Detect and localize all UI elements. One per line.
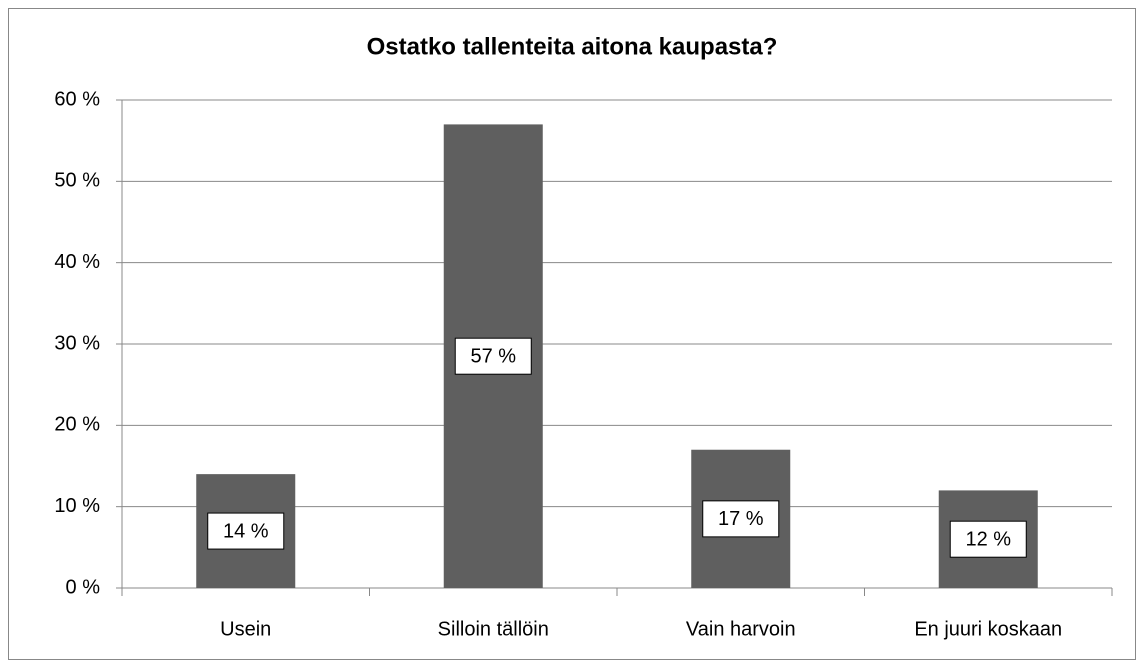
y-tick-label: 30 % [54,332,100,354]
y-tick-label: 0 % [66,576,101,598]
x-tick-label: Vain harvoin [686,618,796,640]
x-tick-label: Silloin tällöin [438,618,549,640]
data-label-box [702,500,780,538]
data-label-box [949,520,1027,558]
data-label: 14 % [223,520,269,542]
data-label: 12 % [965,528,1011,550]
y-tick-label: 20 % [54,414,100,436]
data-label: 17 % [718,508,764,530]
x-tick-label: Usein [220,618,271,640]
y-tick-label: 60 % [54,88,100,110]
data-label-box [454,337,532,375]
chart-title: Ostatko tallenteita aitona kaupasta? [367,33,778,60]
data-label-box [207,512,285,550]
y-tick-label: 40 % [54,251,100,273]
data-label: 57 % [470,345,516,367]
y-tick-label: 50 % [54,170,100,192]
x-tick-label: En juuri koskaan [914,618,1062,640]
y-tick-label: 10 % [54,495,100,517]
